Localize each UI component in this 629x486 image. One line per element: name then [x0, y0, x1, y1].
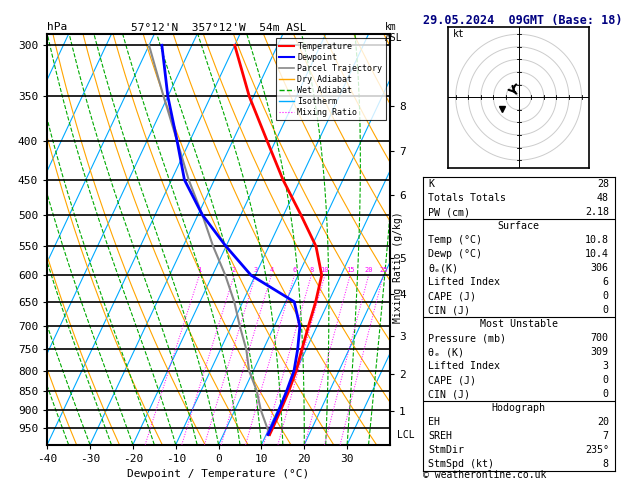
Text: 6: 6 [292, 267, 296, 273]
Text: 3: 3 [253, 267, 258, 273]
Text: kt: kt [453, 29, 465, 39]
Text: 235°: 235° [585, 445, 609, 455]
Text: 8: 8 [309, 267, 313, 273]
Text: SREH: SREH [428, 432, 452, 441]
Text: © weatheronline.co.uk: © weatheronline.co.uk [423, 470, 546, 480]
Text: Temp (°C): Temp (°C) [428, 235, 482, 245]
Text: Dewp (°C): Dewp (°C) [428, 249, 482, 260]
Text: 20: 20 [364, 267, 373, 273]
Text: 6: 6 [603, 278, 609, 287]
Text: 10.8: 10.8 [585, 235, 609, 245]
Text: 0: 0 [603, 292, 609, 301]
Text: 8: 8 [603, 459, 609, 469]
Text: 25: 25 [379, 267, 387, 273]
Text: θₑ(K): θₑ(K) [428, 263, 459, 274]
Text: 1: 1 [198, 267, 201, 273]
Text: LCL: LCL [397, 430, 415, 439]
Title: 57°12'N  357°12'W  54m ASL: 57°12'N 357°12'W 54m ASL [131, 23, 306, 33]
Text: 10.4: 10.4 [585, 249, 609, 260]
Text: km
ASL: km ASL [385, 22, 403, 43]
Text: 4: 4 [269, 267, 274, 273]
Text: PW (cm): PW (cm) [428, 208, 470, 217]
Text: 29.05.2024  09GMT (Base: 18): 29.05.2024 09GMT (Base: 18) [423, 14, 622, 27]
Text: 0: 0 [603, 375, 609, 385]
Legend: Temperature, Dewpoint, Parcel Trajectory, Dry Adiabat, Wet Adiabat, Isotherm, Mi: Temperature, Dewpoint, Parcel Trajectory… [276, 38, 386, 121]
Text: Lifted Index: Lifted Index [428, 362, 501, 371]
Text: 700: 700 [591, 333, 609, 344]
Text: 309: 309 [591, 347, 609, 357]
Text: 10: 10 [321, 267, 329, 273]
Text: Lifted Index: Lifted Index [428, 278, 501, 287]
Text: K: K [428, 179, 435, 190]
Text: Pressure (mb): Pressure (mb) [428, 333, 506, 344]
Text: Totals Totals: Totals Totals [428, 193, 506, 204]
Text: 48: 48 [597, 193, 609, 204]
Text: Mixing Ratio (g/kg): Mixing Ratio (g/kg) [392, 211, 403, 323]
Text: 306: 306 [591, 263, 609, 274]
Text: θₑ (K): θₑ (K) [428, 347, 464, 357]
Text: 0: 0 [603, 305, 609, 315]
Text: 0: 0 [603, 389, 609, 399]
Text: 15: 15 [346, 267, 354, 273]
Text: 2: 2 [232, 267, 237, 273]
Text: 2.18: 2.18 [585, 208, 609, 217]
Text: Surface: Surface [498, 222, 540, 231]
X-axis label: Dewpoint / Temperature (°C): Dewpoint / Temperature (°C) [128, 469, 309, 479]
Text: StmSpd (kt): StmSpd (kt) [428, 459, 494, 469]
Text: 3: 3 [603, 362, 609, 371]
Text: hPa: hPa [47, 22, 67, 32]
Text: Hodograph: Hodograph [492, 403, 545, 414]
Text: StmDir: StmDir [428, 445, 464, 455]
Text: CAPE (J): CAPE (J) [428, 292, 476, 301]
Text: CIN (J): CIN (J) [428, 305, 470, 315]
Text: EH: EH [428, 417, 440, 427]
Text: 7: 7 [603, 432, 609, 441]
Text: 28: 28 [597, 179, 609, 190]
Text: CAPE (J): CAPE (J) [428, 375, 476, 385]
Text: CIN (J): CIN (J) [428, 389, 470, 399]
Text: 20: 20 [597, 417, 609, 427]
Text: Most Unstable: Most Unstable [479, 319, 558, 330]
